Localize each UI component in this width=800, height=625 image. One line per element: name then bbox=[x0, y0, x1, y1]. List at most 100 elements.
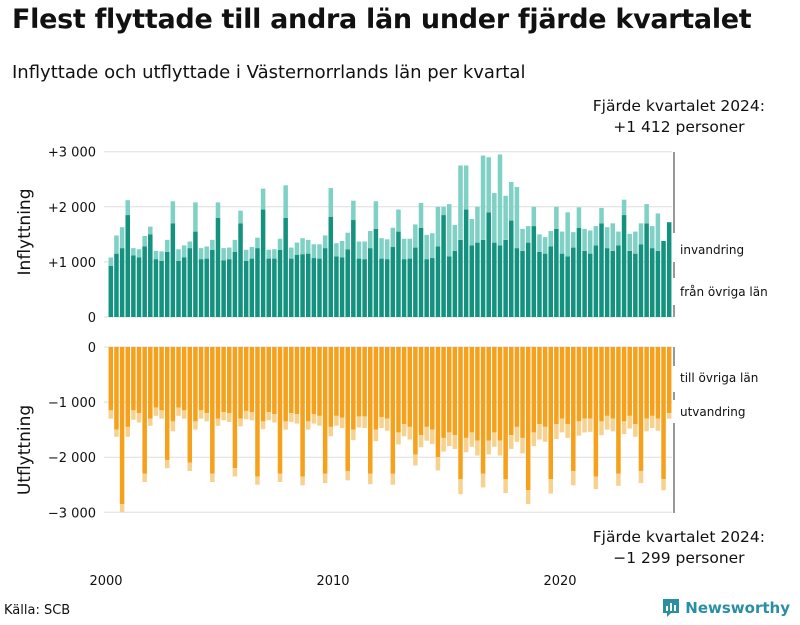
x-tick-label: 2010 bbox=[316, 574, 349, 589]
bar-inflyttning-vandring bbox=[452, 224, 458, 251]
bar-inflyttning-lan bbox=[537, 251, 542, 317]
bar-utflyttning-lan bbox=[418, 347, 424, 436]
bar-inflyttning-vandring bbox=[170, 201, 176, 224]
bottom-summary-line2: −1 299 personer bbox=[613, 549, 745, 567]
bar-utflyttning-lan bbox=[125, 347, 130, 427]
bar-inflyttning-lan bbox=[424, 259, 429, 317]
bar-inflyttning-lan bbox=[616, 245, 621, 317]
bar-inflyttning-vandring bbox=[243, 249, 249, 261]
bar-utflyttning-lan bbox=[571, 347, 576, 471]
bar-inflyttning-vandring bbox=[554, 206, 559, 229]
bar-utflyttning-vandring bbox=[627, 415, 632, 429]
bar-utflyttning-vandring bbox=[215, 418, 221, 426]
bar-inflyttning-vandring bbox=[345, 232, 350, 250]
bottom-summary: Fjärde kvartalet 2024: −1 299 personer bbox=[593, 527, 765, 569]
bar-utflyttning-vandring bbox=[514, 426, 520, 442]
bar-utflyttning-lan bbox=[356, 347, 362, 417]
bar-inflyttning-lan bbox=[159, 260, 164, 317]
bar-utflyttning-vandring bbox=[666, 413, 672, 419]
bar-inflyttning-lan bbox=[565, 256, 570, 317]
bar-utflyttning-lan bbox=[227, 347, 232, 414]
bar-utflyttning-lan bbox=[396, 347, 401, 433]
bar-inflyttning-lan bbox=[446, 256, 452, 317]
bar-inflyttning-lan bbox=[339, 257, 345, 317]
bar-inflyttning-lan bbox=[266, 258, 271, 317]
bar-inflyttning-vandring bbox=[576, 207, 582, 228]
bar-inflyttning-lan bbox=[413, 247, 418, 317]
bar-inflyttning-lan bbox=[666, 222, 672, 317]
bar-inflyttning-vandring bbox=[114, 235, 119, 254]
bar-utflyttning-vandring bbox=[362, 416, 367, 428]
bar-utflyttning-lan bbox=[294, 347, 300, 415]
bar-inflyttning-vandring bbox=[339, 240, 345, 258]
bar-inflyttning-lan bbox=[441, 215, 446, 317]
bar-utflyttning-vandring bbox=[232, 468, 238, 477]
bar-utflyttning-lan bbox=[430, 347, 435, 430]
bar-utflyttning-lan bbox=[475, 347, 480, 441]
bar-utflyttning-lan bbox=[565, 347, 570, 425]
bar-utflyttning-vandring bbox=[373, 429, 379, 442]
bar-utflyttning-vandring bbox=[475, 440, 480, 456]
bar-inflyttning-lan bbox=[362, 259, 367, 317]
bar-utflyttning-vandring bbox=[227, 413, 232, 422]
bar-utflyttning-lan bbox=[232, 347, 238, 469]
bar-inflyttning-vandring bbox=[142, 236, 147, 247]
y-tick-label: +2 000 bbox=[48, 201, 96, 216]
bar-utflyttning-lan bbox=[599, 347, 604, 422]
bar-inflyttning-lan bbox=[108, 265, 114, 317]
bar-inflyttning-vandring bbox=[204, 246, 209, 259]
y-tick-label: +1 000 bbox=[48, 256, 96, 271]
bar-inflyttning-lan bbox=[221, 260, 226, 317]
bar-inflyttning-lan bbox=[153, 259, 159, 317]
bar-utflyttning-vandring bbox=[435, 457, 441, 471]
bar-utflyttning-vandring bbox=[520, 437, 525, 454]
bar-utflyttning-vandring bbox=[164, 459, 170, 469]
bar-inflyttning-vandring bbox=[542, 237, 548, 254]
bar-inflyttning-vandring bbox=[181, 245, 187, 258]
bar-inflyttning-lan bbox=[463, 209, 469, 317]
bar-utflyttning-lan bbox=[317, 347, 322, 416]
bar-utflyttning-lan bbox=[204, 347, 209, 414]
bar-inflyttning-vandring bbox=[441, 206, 446, 216]
bar-inflyttning-vandring bbox=[390, 227, 396, 248]
bar-utflyttning-lan bbox=[587, 347, 593, 419]
bar-utflyttning-vandring bbox=[633, 424, 638, 437]
bar-inflyttning-vandring bbox=[458, 165, 463, 240]
bar-inflyttning-vandring bbox=[396, 209, 401, 232]
series-annotation: invandring bbox=[680, 243, 744, 257]
bar-inflyttning-lan bbox=[243, 260, 249, 317]
bar-utflyttning-vandring bbox=[424, 426, 429, 441]
bar-inflyttning-lan bbox=[582, 250, 587, 317]
bar-inflyttning-vandring bbox=[322, 235, 328, 249]
bar-utflyttning-vandring bbox=[193, 421, 198, 430]
bar-utflyttning-vandring bbox=[650, 415, 655, 428]
bar-utflyttning-lan bbox=[458, 347, 463, 480]
y-tick-label: −1 000 bbox=[48, 396, 96, 411]
brand-logo: Newsworthy bbox=[662, 598, 790, 618]
bar-inflyttning-lan bbox=[125, 215, 130, 317]
bar-utflyttning-vandring bbox=[407, 426, 412, 440]
bar-inflyttning-lan bbox=[227, 259, 232, 317]
bar-utflyttning-vandring bbox=[661, 479, 666, 491]
bar-utflyttning-vandring bbox=[266, 412, 271, 421]
bar-utflyttning-vandring bbox=[390, 473, 396, 485]
bar-utflyttning-lan bbox=[401, 347, 407, 425]
bar-utflyttning-lan bbox=[616, 347, 621, 474]
top-summary-line1: Fjärde kvartalet 2024: bbox=[592, 97, 765, 115]
bar-inflyttning-vandring bbox=[582, 228, 587, 251]
bar-utflyttning-vandring bbox=[153, 407, 159, 416]
bar-utflyttning-lan bbox=[486, 347, 491, 441]
bar-inflyttning-lan bbox=[255, 248, 260, 317]
bar-inflyttning-vandring bbox=[559, 231, 565, 254]
bar-inflyttning-vandring bbox=[587, 230, 593, 254]
bar-inflyttning-vandring bbox=[413, 224, 418, 248]
bar-utflyttning-vandring bbox=[401, 424, 407, 437]
bar-utflyttning-vandring bbox=[525, 490, 531, 505]
bar-inflyttning-lan bbox=[384, 259, 390, 317]
bar-inflyttning-lan bbox=[351, 220, 356, 317]
bar-inflyttning-lan bbox=[272, 258, 277, 317]
bar-utflyttning-lan bbox=[114, 347, 119, 430]
bar-utflyttning-vandring bbox=[260, 421, 266, 430]
bar-utflyttning-lan bbox=[638, 347, 644, 471]
bar-utflyttning-vandring bbox=[334, 415, 339, 426]
